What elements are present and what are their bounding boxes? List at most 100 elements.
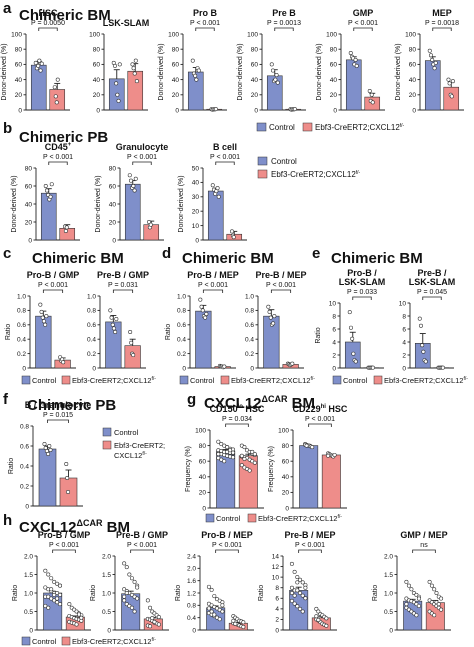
data-point <box>310 445 315 450</box>
y-tick-label: 10 <box>399 300 407 307</box>
data-point <box>217 617 222 622</box>
y-tick-label: 0 <box>175 107 179 114</box>
data-point <box>252 460 257 465</box>
data-point <box>115 92 120 97</box>
data-point <box>124 602 129 607</box>
y-axis-label: Frequency (%) <box>268 446 275 492</box>
y-tick-label: 0.8 <box>245 308 254 315</box>
y-axis-label: Ratio <box>12 585 19 601</box>
data-point <box>222 364 227 369</box>
chart-title-text: CD150 <box>210 404 238 414</box>
chart-title-text: Pro-B / GMP <box>27 270 80 280</box>
y-tick-label: 20 <box>199 490 207 497</box>
data-point <box>347 310 352 315</box>
y-tick-label: 40 <box>251 77 259 84</box>
data-point <box>272 314 277 319</box>
chart-title-text: CD229 <box>293 404 321 414</box>
data-point <box>271 321 276 326</box>
data-point <box>52 598 57 603</box>
data-point <box>292 569 297 574</box>
p-value-label: P = 0.031 <box>108 282 138 289</box>
data-point <box>112 63 117 68</box>
y-tick-label: 1.0 <box>87 293 96 300</box>
data-point <box>427 48 432 53</box>
y-tick-label: 100 <box>278 427 289 434</box>
data-point <box>316 609 321 614</box>
p-value-label: P = 0.015 <box>43 412 73 419</box>
panel-letter-h: h <box>3 512 12 529</box>
y-tick-label: 40 <box>409 77 417 84</box>
data-point <box>239 463 244 468</box>
data-point <box>231 235 236 240</box>
chart-h-gmpmep: GMP / MEP 0 0.5 1.0 1.5 2.0 Ratio ns <box>372 530 451 634</box>
legend-swatch-ebf3 <box>61 636 71 646</box>
data-point <box>132 579 137 584</box>
chart-b-bcell: B cell 0 10 20 30 40 50 Donor-derived (%) P < 0.… <box>178 142 247 244</box>
data-point <box>404 579 409 584</box>
p-value-label: P < 0.001 <box>198 282 228 289</box>
data-point <box>316 617 321 622</box>
significance-bracket <box>215 549 239 553</box>
data-point <box>348 50 353 55</box>
p-value-label: P = 0.033 <box>347 289 377 296</box>
panel-letter-a: a <box>3 0 12 17</box>
data-point <box>49 587 54 592</box>
data-point <box>209 609 214 614</box>
data-point <box>210 183 215 188</box>
y-tick-label: 100 <box>195 427 206 434</box>
data-point <box>269 62 274 67</box>
data-point <box>220 609 225 614</box>
y-tick-label: 100 <box>11 31 22 38</box>
legend-swatch-ebf3 <box>373 375 383 385</box>
data-point <box>406 583 411 588</box>
y-tick-label: 1.2 <box>187 590 196 597</box>
data-point <box>231 450 236 455</box>
data-point <box>439 607 444 612</box>
y-tick-label: 60 <box>251 62 259 69</box>
chart-title: Pro-B / MEP <box>187 270 239 280</box>
data-point <box>229 229 234 234</box>
data-point <box>222 459 227 464</box>
y-tick-label: 0 <box>18 107 22 114</box>
legend-swatch-ebf3 <box>102 440 112 450</box>
significance-bracket <box>130 549 154 553</box>
data-point <box>449 94 454 99</box>
data-point <box>127 603 132 608</box>
y-tick-label: 0.2 <box>87 351 96 358</box>
data-point <box>49 182 54 187</box>
y-tick-label: 8 <box>402 313 406 320</box>
data-point <box>303 596 308 601</box>
data-point <box>416 596 421 601</box>
legend-e: Control Ebf3-CreERT2;CXCL12f/- <box>332 375 468 385</box>
y-tick-label: 0 <box>254 107 258 114</box>
data-point <box>292 601 297 606</box>
data-point <box>129 605 134 610</box>
data-point <box>152 619 157 624</box>
y-tick-label: 2.0 <box>24 553 33 560</box>
data-point <box>52 85 57 90</box>
chart-title: MEP <box>432 8 452 18</box>
data-point <box>55 581 60 586</box>
data-point <box>289 585 294 590</box>
data-point <box>268 315 273 320</box>
data-point <box>135 596 140 601</box>
chart-title-text: MEP <box>432 8 452 18</box>
data-point <box>133 58 138 63</box>
legend-f: Control Ebf3-CreERT2; CXCL12f/- <box>102 427 165 460</box>
data-point <box>428 53 433 58</box>
y-tick-label: 40 <box>109 201 117 208</box>
data-point <box>273 77 278 82</box>
legend-swatch-ebf3 <box>61 375 71 385</box>
y-tick-label: 60 <box>15 62 23 69</box>
legend-label-ebf3: Ebf3-CreERT2;CXCL12f/- <box>384 376 468 385</box>
bar-ebf3 <box>49 89 66 111</box>
y-tick-label: 0 <box>412 107 416 114</box>
data-point <box>314 606 319 611</box>
data-point <box>43 585 48 590</box>
data-point <box>38 302 43 307</box>
y-tick-label: 40 <box>172 77 180 84</box>
y-tick-label: 0 <box>29 627 33 634</box>
chart-title: CD45+ <box>45 142 72 152</box>
